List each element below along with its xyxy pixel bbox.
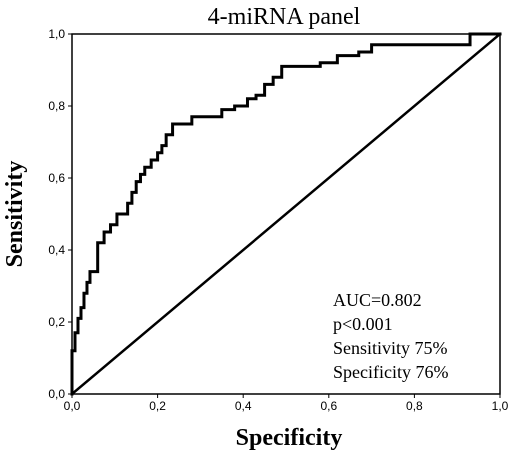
annotation-sensitivity: Sensitivity 75% xyxy=(333,338,448,358)
diagonal-reference-line xyxy=(70,32,502,396)
y-tick-label: 0,8 xyxy=(48,99,65,113)
annotation-specificity: Specificity 76% xyxy=(333,362,448,382)
x-tick-label: 1,0 xyxy=(492,399,509,413)
x-tick-label: 0,6 xyxy=(320,399,337,413)
x-tick-label: 0,8 xyxy=(406,399,423,413)
y-tick-label: 0,6 xyxy=(48,171,65,185)
y-tick-label: 0,2 xyxy=(48,315,65,329)
annotation-p-value: p<0.001 xyxy=(333,314,393,334)
x-axis-label: Specificity xyxy=(236,425,343,451)
x-axis-ticks: 0,0 0,2 0,4 0,6 0,8 1,0 xyxy=(64,394,509,413)
series-group xyxy=(70,32,502,396)
y-axis-ticks: 0,0 0,2 0,4 0,6 0,8 1,0 xyxy=(48,27,72,401)
plot-area-frame xyxy=(71,33,501,395)
x-tick-label: 0,4 xyxy=(235,399,252,413)
y-tick-label: 0,4 xyxy=(48,243,65,257)
chart-title: 4-miRNA panel xyxy=(208,4,361,30)
x-tick-label: 0,2 xyxy=(149,399,166,413)
y-tick-label: 1,0 xyxy=(48,27,65,41)
roc-curve-line xyxy=(70,32,502,396)
y-axis-label: Sensitivity xyxy=(2,161,28,268)
y-tick-label: 0,0 xyxy=(48,387,65,401)
annotation-auc: AUC=0.802 xyxy=(333,290,422,310)
x-tick-label: 0,0 xyxy=(64,399,81,413)
